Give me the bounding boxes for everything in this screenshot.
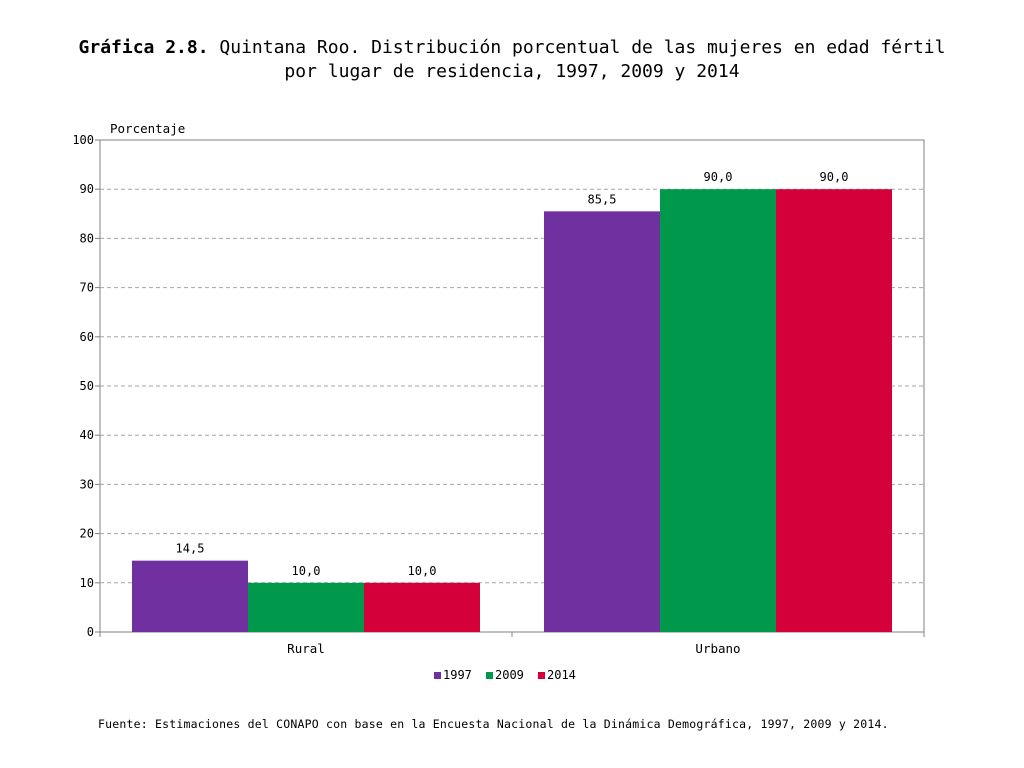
legend-label: 2014 [547,668,576,682]
x-tick-label: Rural [287,641,325,656]
y-tick-label: 100 [72,133,94,147]
chart-title-text: Quintana Roo. Distribución porcentual de… [208,37,946,58]
legend-label: 1997 [443,668,472,682]
bar [660,189,776,632]
y-tick-label: 40 [80,428,94,442]
source-footnote: Fuente: Estimaciones del CONAPO con base… [98,717,889,731]
chart-title-line2: por lugar de residencia, 1997, 2009 y 20… [284,61,740,82]
data-label: 90,0 [820,170,849,184]
chart-title-number: Gráfica 2.8. [78,37,209,58]
y-tick-label: 90 [80,182,94,196]
bar [544,211,660,632]
y-tick-label: 60 [80,330,94,344]
legend-swatch [434,672,441,679]
legend-label: 2009 [495,668,524,682]
x-tick-label: Urbano [695,641,740,656]
data-label: 14,5 [176,542,205,556]
y-tick-label: 50 [80,379,94,393]
y-tick-label: 20 [80,527,94,541]
data-label: 10,0 [408,564,437,578]
y-tick-label: 70 [80,281,94,295]
chart-title: Gráfica 2.8. Quintana Roo. Distribución … [40,36,984,84]
legend-swatch [486,672,493,679]
y-tick-label: 30 [80,477,94,491]
y-tick-label: 10 [80,576,94,590]
y-axis-label: Porcentaje [110,121,185,136]
legend-swatch [538,672,545,679]
data-label: 85,5 [588,192,617,206]
y-tick-label: 0 [87,625,94,639]
bar [132,560,248,632]
data-label: 10,0 [292,564,321,578]
bar [248,582,364,632]
bar [364,582,480,632]
data-label: 90,0 [704,170,733,184]
bar [776,189,892,632]
y-tick-label: 80 [80,231,94,245]
